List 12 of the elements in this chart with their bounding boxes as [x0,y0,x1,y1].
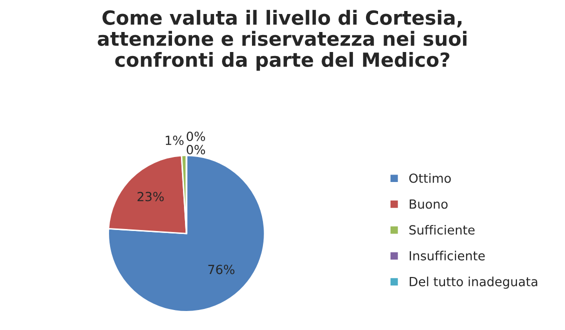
legend-label: Sufficiente [409,224,475,235]
text: 0% [186,144,206,154]
data-label: 1% [166,136,184,146]
legend-label: Del tutto inadeguata [410,276,538,289]
chart-title: Come valuta il livello di Cortesia, attenzione e riservatezza nei suoi confronti da parte del Medico? [98,10,466,71]
pie-slice [108,154,266,312]
legend-label: Ottimo [409,173,451,183]
text: 0% [186,132,206,142]
data-label: 76% [208,264,234,274]
data-label: 23% [138,192,164,202]
legend-label: Buono [410,199,448,209]
legend-label: Insufficiente [410,250,485,260]
